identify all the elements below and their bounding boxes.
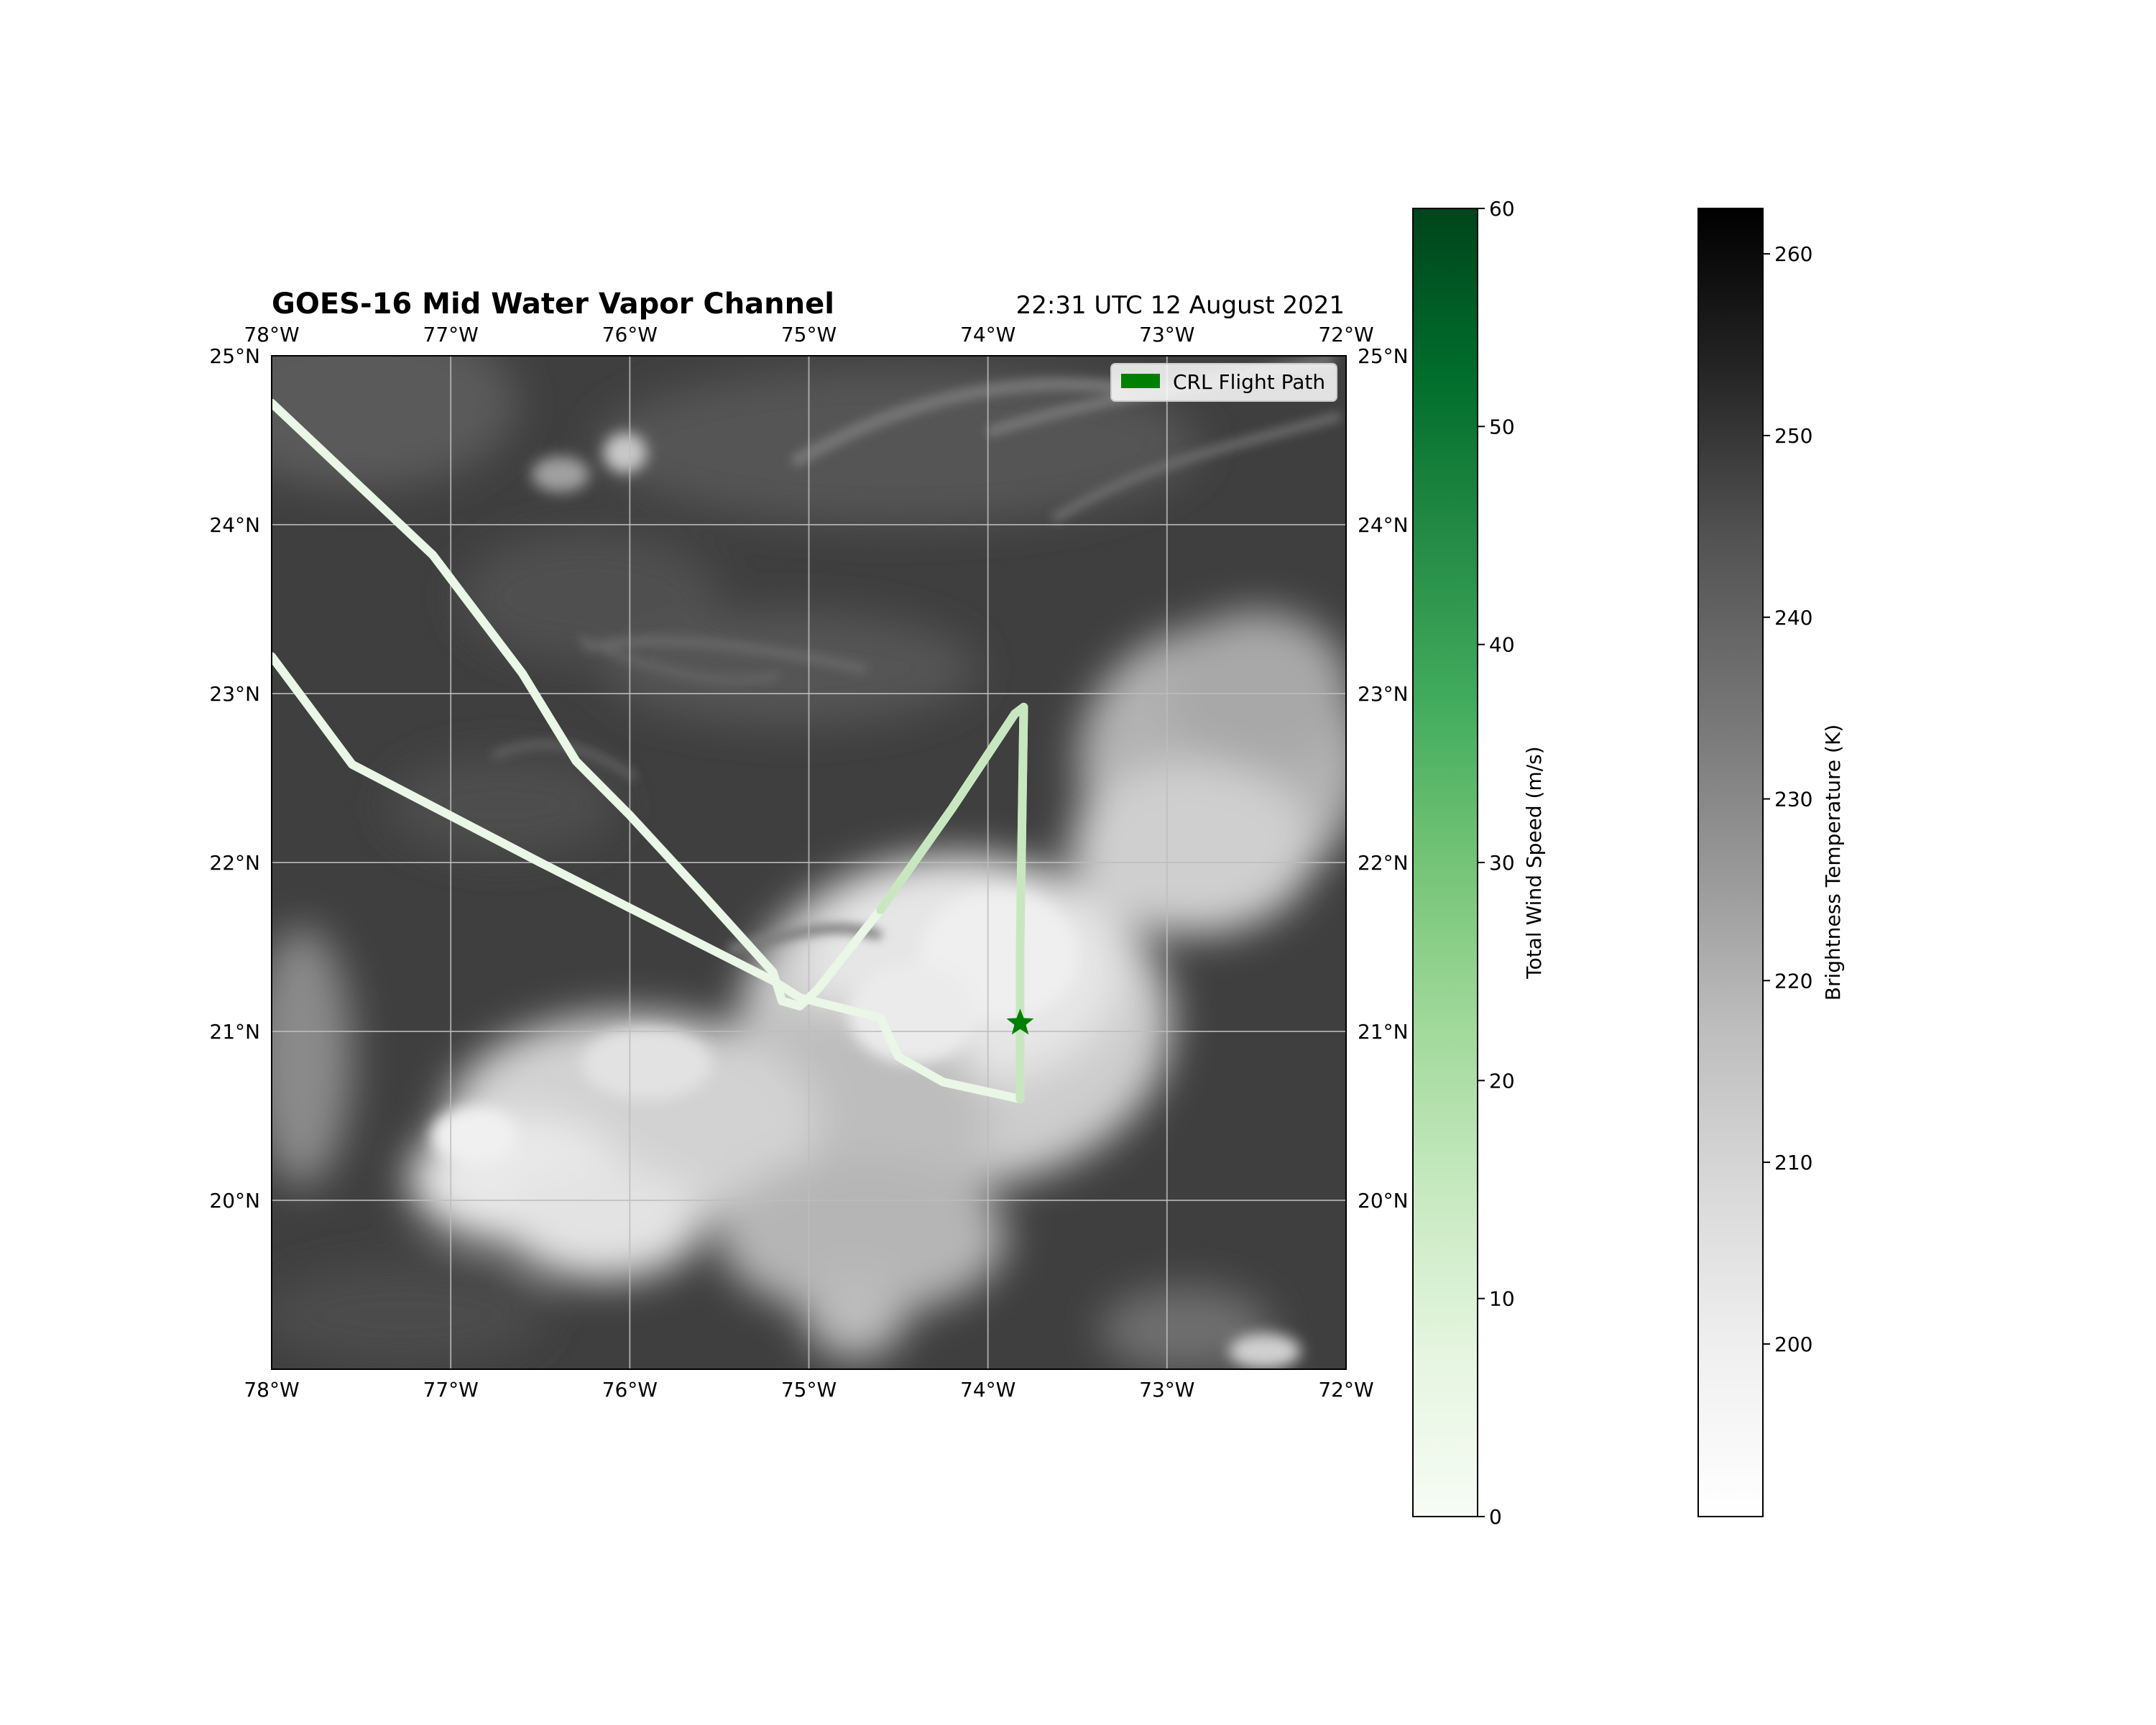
flight-path-eastern-leg [876,702,1028,1103]
timestamp: 22:31 UTC 12 August 2021 [1016,291,1345,320]
colorbar-wind-tick-label-3: 30 [1489,851,1515,875]
satellite-imagery [272,356,1346,1369]
map-gridlines [272,356,1346,1369]
lat-tick-left-5: 25°N [209,344,260,368]
colorbar-temp-tick-label-5: 250 [1774,424,1812,448]
colorbar-wind-tick-label-0: 0 [1489,1505,1502,1529]
lon-tick-bottom-2: 76°W [602,1378,658,1402]
lon-tick-top-1: 77°W [423,323,479,346]
lon-tick-top-4: 74°W [960,323,1015,346]
lat-tick-left-1: 21°N [209,1020,260,1044]
colorbar-temp-label: Brightness Temperature (K) [1821,724,1845,1001]
colorbar-temp-tick-label-3: 230 [1774,788,1812,811]
map-panel: 78°W 77°W 76°W 75°W 74°W 73°W 72°W 78°W 77°W 76°… [209,323,1409,1402]
colorbar-temp-tick-label-1: 210 [1774,1151,1812,1174]
colorbar-wind-tick-label-1: 10 [1489,1287,1515,1311]
position-star-marker [1006,1008,1034,1035]
colorbar-temp-tick-label-0: 200 [1774,1333,1812,1356]
lon-tick-top-5: 73°W [1139,323,1194,346]
legend-swatch [1121,374,1160,388]
colorbar-wind: 0 10 20 30 40 50 60 Total Wind Speed (m/s) [1412,197,1546,1529]
lon-tick-bottom-0: 78°W [244,1378,299,1402]
colorbar-temp-ticks: 200 210 220 230 240 250 260 [1763,242,1812,1356]
colorbar-temp-tick-label-4: 240 [1774,606,1812,630]
flight-path [272,398,1034,1103]
legend: CRL Flight Path [1110,363,1337,402]
lon-tick-top-2: 76°W [602,323,658,346]
lat-tick-left-3: 23°N [209,682,260,706]
lon-tick-top-6: 72°W [1318,323,1373,346]
lon-tick-bottom-5: 73°W [1139,1378,1194,1402]
latitude-ticks-left: 20°N 21°N 22°N 23°N 24°N 25°N [209,344,260,1213]
legend-label: CRL Flight Path [1173,370,1325,394]
lat-tick-right-2: 22°N [1358,851,1409,875]
lon-tick-bottom-1: 77°W [423,1378,479,1402]
lon-tick-top-0: 78°W [244,323,299,346]
colorbar-temp: 200 210 220 230 240 250 260 Brightness Tempera… [1697,208,1845,1517]
lon-tick-top-3: 75°W [781,323,837,346]
colorbar-temp-tick-label-6: 260 [1774,242,1812,266]
flight-path-segment-1 [272,652,1025,1103]
map-frame [271,355,1347,1370]
legend-box [1110,363,1337,402]
colorbar-temp-tick-label-2: 220 [1774,969,1812,993]
lon-tick-bottom-4: 74°W [960,1378,1015,1402]
lat-tick-right-4: 24°N [1358,513,1409,537]
lon-tick-bottom-3: 75°W [781,1378,837,1402]
colorbar-temp-gradient [1697,208,1764,1517]
map-title: GOES-16 Mid Water Vapor Channel [272,288,834,321]
colorbar-wind-gradient [1412,208,1478,1517]
lat-tick-left-4: 24°N [209,513,260,537]
colorbar-wind-tick-label-2: 20 [1489,1069,1515,1092]
lat-tick-right-1: 21°N [1358,1020,1409,1044]
colorbar-wind-tick-label-6: 60 [1489,197,1515,221]
colorbar-wind-tick-label-4: 40 [1489,633,1515,657]
latitude-ticks-right: 20°N 21°N 22°N 23°N 24°N 25°N [1358,344,1409,1213]
lat-tick-right-0: 20°N [1358,1189,1409,1213]
longitude-ticks-bottom: 78°W 77°W 76°W 75°W 74°W 73°W 72°W [244,1378,1373,1402]
colorbar-wind-tick-label-5: 50 [1489,415,1515,438]
lat-tick-right-5: 25°N [1358,344,1409,368]
longitude-ticks-top: 78°W 77°W 76°W 75°W 74°W 73°W 72°W [244,323,1373,346]
lon-tick-bottom-6: 72°W [1318,1378,1373,1402]
colorbar-wind-ticks: 0 10 20 30 40 50 60 [1478,197,1515,1529]
lat-tick-left-2: 22°N [209,851,260,875]
lat-tick-left-0: 20°N [209,1189,260,1213]
lat-tick-right-3: 23°N [1358,682,1409,706]
colorbar-wind-label: Total Wind Speed (m/s) [1522,746,1546,979]
